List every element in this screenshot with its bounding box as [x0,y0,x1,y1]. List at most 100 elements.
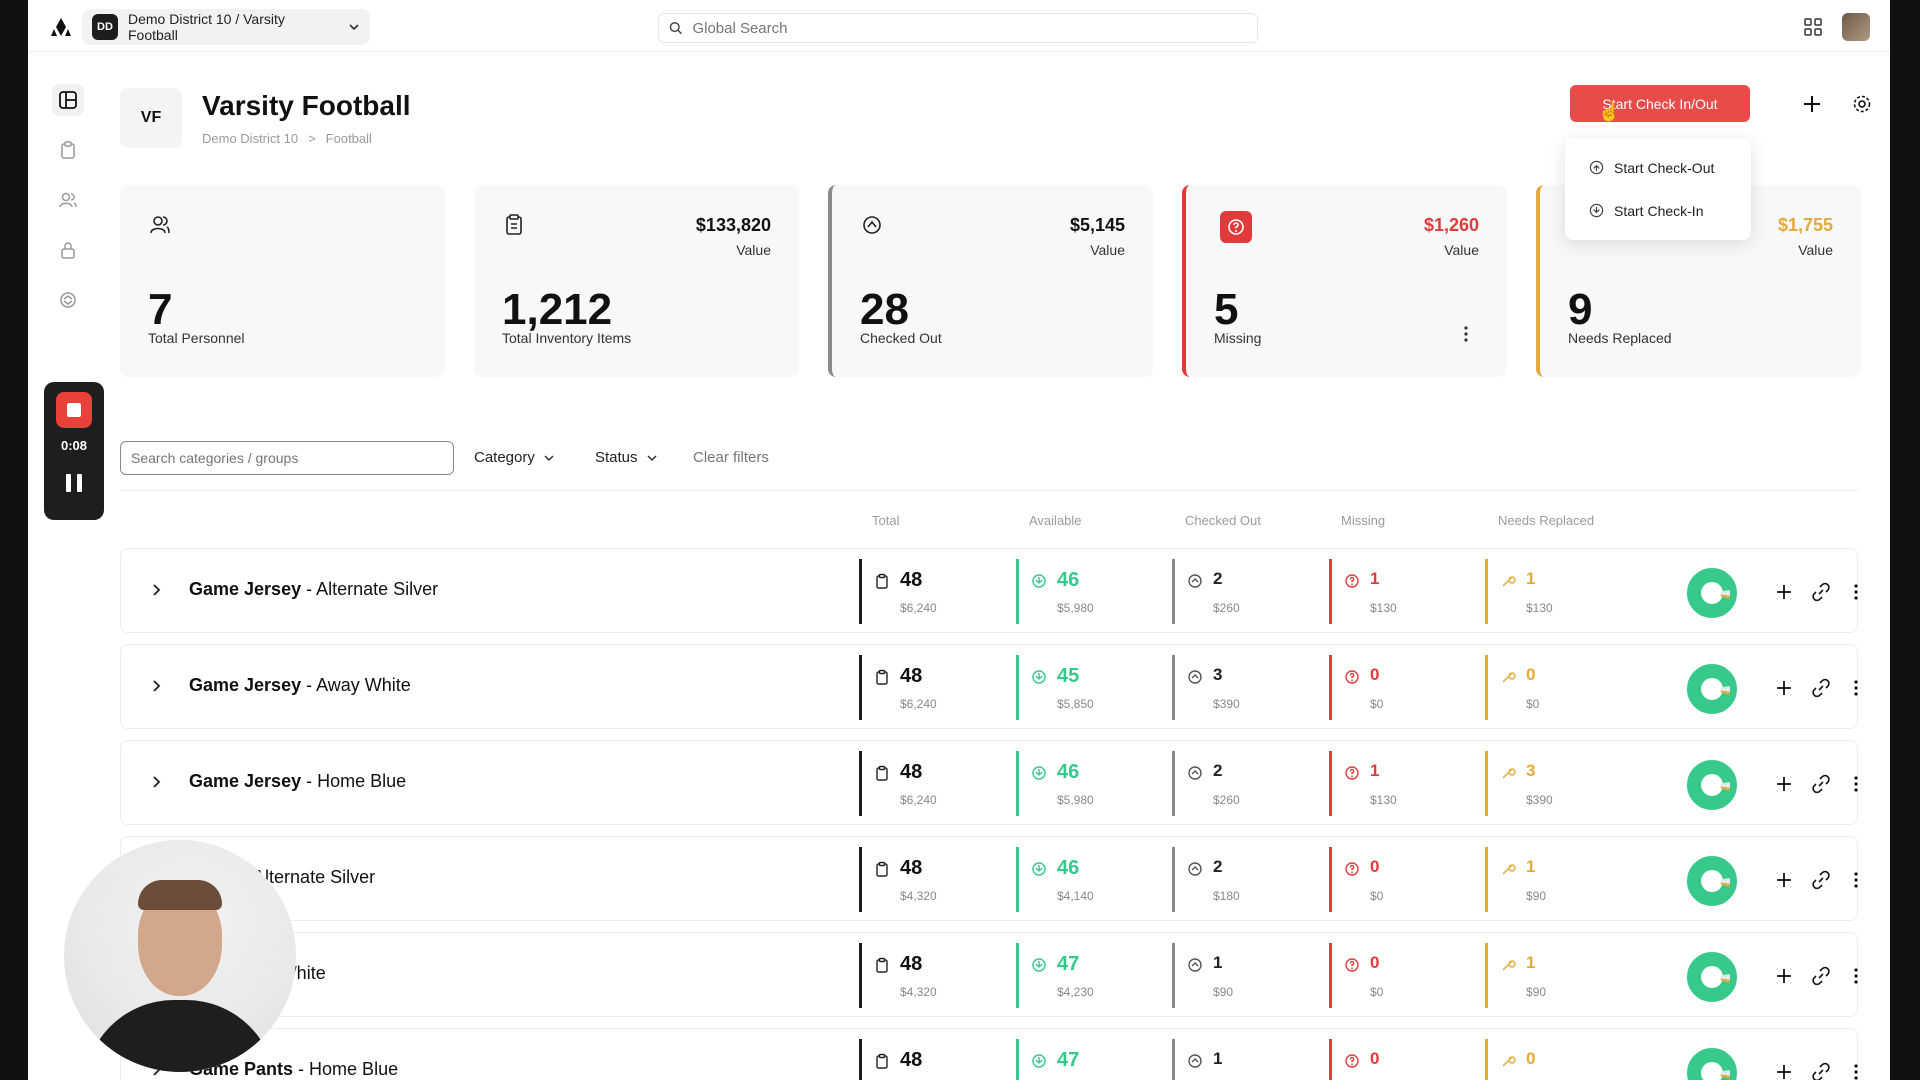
check-out-icon [863,216,881,234]
missing-count: 0 [1370,857,1380,876]
stat-value-label: Value [1090,242,1125,258]
checked-out-value: $180 [1213,889,1240,903]
add-icon[interactable] [1800,92,1824,116]
menu-item-start-check-in[interactable]: Start Check-In [1565,189,1751,232]
add-icon[interactable] [1775,775,1793,793]
user-avatar[interactable] [1842,13,1870,41]
stat-card-inventory[interactable]: $133,820 Value 1,212 Total Inventory Ite… [474,185,799,377]
more-vertical-icon[interactable] [1463,325,1469,343]
question-icon [1345,1054,1359,1068]
table-row[interactable]: Game Jersey - Home Blue 48 $6,240 46 $5,… [120,740,1858,825]
breadcrumb-district[interactable]: Demo District 10 [202,131,299,146]
table-row[interactable]: Game Pants - Home Blue 48 47 1 0 0 [120,1028,1858,1080]
link-icon[interactable] [1811,582,1831,602]
chevron-right-icon[interactable] [149,775,163,789]
total-value: $6,240 [900,697,937,711]
record-stop-button[interactable] [56,392,92,428]
more-vertical-icon[interactable] [1853,871,1859,889]
more-vertical-icon[interactable] [1853,967,1859,985]
more-vertical-icon[interactable] [1853,775,1859,793]
available-value: $5,980 [1057,601,1094,615]
link-icon[interactable] [1811,678,1831,698]
clipboard-icon [876,765,888,781]
sidebar-item-dashboard[interactable] [52,84,84,116]
sidebar-item-lockers[interactable] [52,234,84,266]
available-value: $4,140 [1057,889,1094,903]
global-search-input[interactable] [692,19,1247,37]
cell-checked-out: 2 $180 [1172,847,1312,912]
cell-missing: 1 $130 [1329,559,1469,624]
wrench-icon [1502,864,1516,875]
breadcrumb-football[interactable]: Football [325,131,372,146]
total-value: $4,320 [900,889,937,903]
cell-needs-replaced: 1 $90 [1485,847,1625,912]
app-logo-icon[interactable] [50,16,72,38]
sidebar-item-checkout[interactable] [52,284,84,316]
needs-replaced-count: 3 [1526,761,1536,780]
link-icon[interactable] [1811,870,1831,890]
available-value: $4,230 [1057,985,1094,999]
start-check-in-out-button[interactable]: Start Check In/Out [1570,85,1750,122]
gear-icon[interactable] [1851,93,1873,115]
status-filter[interactable]: Status [595,449,658,466]
category-filter[interactable]: Category [474,449,555,466]
stat-number: 7 [148,285,173,334]
stat-value: $133,820 [695,215,771,235]
link-icon[interactable] [1811,1062,1831,1080]
org-switcher[interactable]: DD Demo District 10 / Varsity Football [82,9,370,45]
breadcrumb-separator: > [308,131,316,146]
add-icon[interactable] [1775,967,1793,985]
clear-filters-button[interactable]: Clear filters [693,449,769,466]
users-icon [150,216,170,234]
more-vertical-icon[interactable] [1853,583,1859,601]
clipboard-icon [876,1053,888,1069]
table-row[interactable]: Pants - Alternate Silver 48 $4,320 46 $4… [120,836,1858,921]
missing-value: $0 [1370,889,1384,903]
needs-replaced-count: 0 [1526,1049,1536,1068]
add-icon[interactable] [1775,1063,1793,1080]
missing-value: $0 [1370,697,1384,711]
column-header-missing: Missing [1341,513,1386,528]
status-filter-label: Status [595,449,638,466]
top-bar: DD Demo District 10 / Varsity Football [28,0,1890,52]
question-icon [1345,862,1359,876]
sidebar: 0:08 [28,52,112,1080]
check-in-icon [1032,958,1046,972]
checked-out-value: $260 [1213,601,1240,615]
missing-count: 0 [1370,665,1380,684]
add-icon[interactable] [1775,871,1793,889]
sidebar-item-inventory[interactable] [52,134,84,166]
check-out-icon [1589,160,1604,175]
more-vertical-icon[interactable] [1853,1063,1859,1080]
menu-item-start-check-out[interactable]: Start Check-Out [1565,146,1751,189]
cell-available: 46 $5,980 [1016,559,1156,624]
check-in-icon [1032,574,1046,588]
add-icon[interactable] [1775,583,1793,601]
link-icon[interactable] [1811,966,1831,986]
table-row[interactable]: nts - Away White 48 $4,320 47 $4,230 1 $… [120,932,1858,1017]
chevron-right-icon[interactable] [149,679,163,693]
needs-replaced-value: $0 [1526,697,1540,711]
stat-card-missing[interactable]: $1,260 Value 5 Missing [1182,185,1507,377]
org-name: Demo District 10 / Varsity Football [128,11,285,43]
stat-card-personnel[interactable]: 7 Total Personnel [120,185,445,377]
available-count: 46 [1057,857,1080,879]
category-search[interactable] [120,441,454,475]
stat-label: Missing [1214,330,1262,346]
table-row[interactable]: Game Jersey - Alternate Silver 48 $6,240… [120,548,1858,633]
more-vertical-icon[interactable] [1853,679,1859,697]
cell-needs-replaced: 3 $390 [1485,751,1625,816]
add-icon[interactable] [1775,679,1793,697]
apps-grid-icon[interactable] [1804,18,1822,36]
category-search-input[interactable] [131,450,443,466]
global-search[interactable] [658,13,1258,43]
row-name-variant: - Away White [301,675,411,695]
sidebar-item-personnel[interactable] [52,184,84,216]
stat-card-checked-out[interactable]: $5,145 Value 28 Checked Out [828,185,1153,377]
table-row[interactable]: Game Jersey - Away White 48 $6,240 45 $5… [120,644,1858,729]
link-icon[interactable] [1811,774,1831,794]
pause-icon[interactable] [66,474,82,492]
chevron-right-icon[interactable] [149,583,163,597]
question-icon [1345,574,1359,588]
stat-label: Total Personnel [148,330,245,346]
